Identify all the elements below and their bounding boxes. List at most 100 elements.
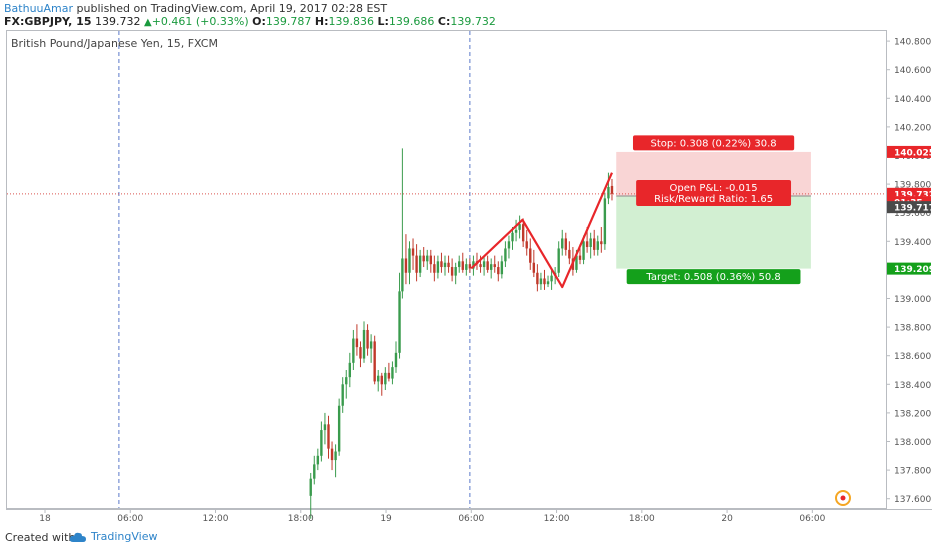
candle-body — [532, 262, 536, 273]
candle-body — [316, 455, 320, 465]
published-text: published on TradingView.com, April 19, … — [73, 2, 388, 15]
candle-body — [578, 255, 582, 260]
candle-body — [479, 264, 482, 268]
candle-body — [518, 224, 521, 230]
candle-body — [529, 248, 532, 263]
candle-body — [507, 241, 511, 249]
candle-body — [568, 249, 571, 259]
candle-body — [546, 281, 550, 285]
candle-body — [575, 255, 578, 270]
target-label-bg — [626, 269, 801, 285]
candle-body — [539, 278, 543, 285]
close-value: 139.732 — [450, 15, 496, 28]
candle-body — [497, 267, 500, 275]
candle-body — [408, 248, 411, 273]
candle-body — [461, 261, 464, 270]
tradingview-watermark-icon — [835, 490, 851, 506]
author-link[interactable]: BathuuAmar — [4, 2, 74, 15]
publish-line: BathuuAmar published on TradingView.com,… — [4, 2, 387, 15]
candle-body — [348, 362, 352, 378]
open-label: O: — [252, 15, 266, 28]
candle-body — [447, 262, 450, 268]
tradingview-brand[interactable]: TradingView — [69, 530, 157, 543]
stop-label[interactable]: Stop: 0.308 (0.22%) 30.8 — [632, 135, 795, 151]
pnl-label-text: Open P&L: -0.015 — [670, 183, 758, 194]
target-label[interactable]: Target: 0.508 (0.36%) 50.8 — [626, 269, 801, 285]
y-tick-label: 140.600 — [894, 66, 931, 76]
candle-body — [369, 341, 373, 349]
y-tick-label: 137.600 — [894, 495, 931, 505]
pnl-label-bg — [636, 179, 792, 206]
candle-body — [401, 258, 404, 292]
candle-body — [320, 430, 323, 456]
candle-body — [514, 229, 518, 233]
candle-body — [436, 261, 440, 273]
candle-body — [398, 291, 401, 353]
candle-body — [564, 238, 567, 250]
pnl-label-text: Risk/Reward Ratio: 1.65 — [654, 194, 773, 205]
x-tick-label: 12:00 — [544, 514, 570, 524]
candle-body — [422, 255, 425, 262]
price-axis-label-text: 139.717 — [894, 204, 932, 214]
y-tick-label: 138.200 — [894, 409, 931, 419]
created-with-text: Created with — [5, 531, 76, 544]
candle-body — [521, 224, 525, 242]
candle-body — [327, 424, 330, 449]
close-label: C: — [437, 15, 451, 28]
candle-body — [377, 375, 380, 382]
y-tick-label: 139.600 — [894, 209, 931, 219]
candle-body — [323, 424, 327, 431]
candle-body — [561, 238, 564, 249]
high-value: 139.836 — [328, 15, 375, 28]
quote-line: FX:GBPJPY, 15 139.732 ▲+0.461 (+0.33%) O… — [4, 15, 496, 28]
price-axis-label-stop: 140.025 — [887, 145, 932, 158]
x-tick-label: 18 — [39, 514, 51, 524]
candle-body — [543, 278, 546, 285]
price-axis-label-text: 139.732 — [894, 190, 932, 200]
x-tick-label: 19 — [380, 514, 392, 524]
y-tick-label: 138.800 — [894, 324, 931, 334]
x-tick-label: 18:00 — [629, 514, 655, 524]
open-value: 139.787 — [265, 15, 312, 28]
candle-body — [511, 232, 514, 242]
candle-body — [500, 261, 504, 275]
low-value: 139.686 — [388, 15, 435, 28]
candle-body — [411, 248, 415, 256]
candle-body — [536, 272, 539, 285]
trend-drawing-line[interactable] — [470, 172, 613, 289]
candle-body — [352, 338, 355, 363]
candle-body — [443, 262, 447, 268]
candle-body — [486, 261, 489, 270]
y-tick-label: 138.400 — [894, 381, 931, 391]
y-tick-label: 140.800 — [894, 38, 931, 48]
price-axis-label-bg — [887, 201, 931, 214]
target-label-text: Target: 0.508 (0.36%) 50.8 — [645, 272, 780, 283]
candle-body — [600, 241, 603, 245]
candle-body — [337, 405, 341, 452]
price-axis-label-entry: 139.717 — [887, 201, 932, 214]
candle-body — [589, 238, 592, 248]
stop-label-bg — [632, 135, 795, 151]
candle-body — [391, 367, 394, 379]
y-tick-label: 140.400 — [894, 95, 931, 105]
brand-label: TradingView — [91, 530, 158, 543]
candle-body — [373, 341, 376, 382]
y-tick-label: 139.000 — [894, 295, 931, 305]
candle-body — [504, 248, 507, 262]
candle-body — [394, 352, 398, 368]
take-profit-zone[interactable] — [616, 195, 811, 269]
candle-body — [334, 451, 337, 461]
y-tick-label: 137.800 — [894, 467, 931, 477]
candle-body — [468, 264, 472, 269]
price-chart[interactable]: Stop: 0.308 (0.22%) 30.8 Target: 0.508 (0… — [0, 0, 932, 527]
y-tick-label: 138.000 — [894, 438, 931, 448]
tradingview-cloud-icon — [69, 532, 86, 542]
candle-body — [607, 186, 610, 199]
y-tick-label: 139.400 — [894, 238, 931, 248]
price-axis-label-text: 139.209 — [894, 265, 932, 275]
price-change: +0.461 (+0.33%) — [151, 15, 249, 28]
candle-body — [330, 448, 334, 461]
candle-body — [525, 241, 528, 249]
candle-body — [404, 258, 408, 273]
